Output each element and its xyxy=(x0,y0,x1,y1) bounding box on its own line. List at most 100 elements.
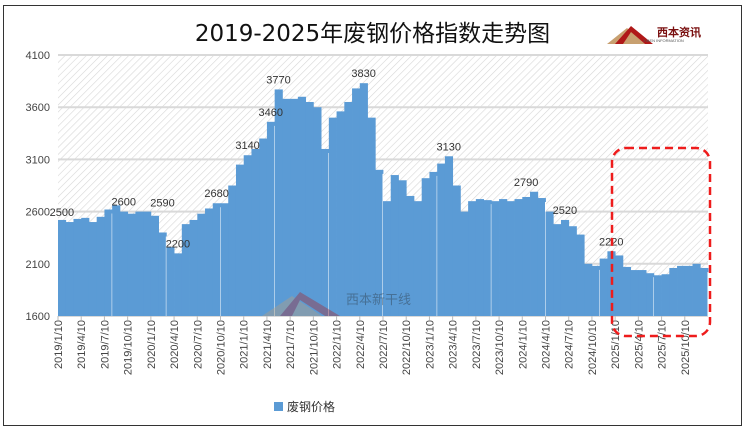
watermark: 西本新干线 xyxy=(262,292,411,316)
x-tick-label: 2024/7/10 xyxy=(564,320,576,369)
bar xyxy=(530,191,539,316)
bar xyxy=(228,185,237,316)
bar xyxy=(491,201,500,316)
bar xyxy=(274,89,283,317)
bar xyxy=(452,185,461,316)
data-label: 3130 xyxy=(437,141,461,153)
bar xyxy=(692,263,701,316)
x-tick-label: 2025/10/10 xyxy=(680,320,692,375)
bar xyxy=(499,199,508,316)
data-label: 2600 xyxy=(112,197,136,209)
x-tick-label: 2022/4/10 xyxy=(355,320,367,369)
bar xyxy=(321,148,330,316)
bar xyxy=(638,270,647,316)
bar xyxy=(220,203,229,316)
y-tick-label: 3100 xyxy=(26,154,50,166)
xiben-logo: 西本资讯 XIBEN INFORMATION xyxy=(605,22,715,46)
bar xyxy=(251,148,260,316)
highlight-box xyxy=(610,146,712,338)
bar xyxy=(359,83,368,316)
data-label: 3140 xyxy=(235,140,259,152)
x-tick-label: 2022/10/10 xyxy=(401,320,413,375)
bar xyxy=(437,163,446,316)
x-tick-label: 2023/4/10 xyxy=(448,320,460,369)
y-tick-label: 2100 xyxy=(26,259,50,271)
logo-text: 西本资讯 xyxy=(657,26,701,39)
bar xyxy=(684,265,693,316)
x-tick-label: 2019/1/10 xyxy=(53,320,65,369)
bar xyxy=(243,155,252,316)
bar xyxy=(700,267,709,316)
x-tick-label: 2024/4/10 xyxy=(541,320,553,369)
y-tick-label: 4100 xyxy=(26,50,50,62)
bar xyxy=(104,209,113,316)
bar xyxy=(406,195,415,316)
bar xyxy=(622,266,632,316)
bar xyxy=(630,270,639,316)
bar xyxy=(677,265,686,316)
x-tick-label: 2024/10/10 xyxy=(587,320,599,375)
bar xyxy=(297,96,307,316)
bar xyxy=(81,217,90,316)
legend-swatch xyxy=(274,402,283,411)
bar xyxy=(522,196,531,316)
bar xyxy=(553,224,562,316)
bar xyxy=(537,198,546,316)
bar xyxy=(584,263,593,316)
x-tick-label: 2019/7/10 xyxy=(99,320,111,369)
bar xyxy=(514,199,523,316)
data-label: 2790 xyxy=(514,177,538,189)
bar xyxy=(383,201,392,316)
bar xyxy=(88,222,98,316)
bar xyxy=(150,215,159,316)
x-tick-label: 2022/7/10 xyxy=(378,320,390,369)
y-tick-label: 2600 xyxy=(26,207,50,219)
x-tick-label: 2021/10/10 xyxy=(308,320,320,375)
bar xyxy=(166,247,175,316)
x-tick-label: 2021/1/10 xyxy=(239,320,251,369)
bar xyxy=(475,199,484,316)
x-tick-label: 2022/1/10 xyxy=(332,320,344,369)
bar xyxy=(390,175,399,316)
legend: 废钢价格 xyxy=(274,398,335,415)
bar xyxy=(189,219,198,316)
bar xyxy=(646,273,655,316)
legend-label: 废钢价格 xyxy=(287,400,336,414)
bar xyxy=(661,274,670,316)
bar xyxy=(599,258,608,316)
bar xyxy=(545,211,554,316)
bar xyxy=(367,117,376,316)
logo-mountain-icon xyxy=(607,26,653,44)
x-tick-label: 2025/7/10 xyxy=(657,320,669,369)
bar xyxy=(112,205,121,316)
x-tick-label: 2023/7/10 xyxy=(471,320,483,369)
x-tick-label: 2020/10/10 xyxy=(216,320,228,375)
bar xyxy=(235,164,245,316)
data-label: 2590 xyxy=(150,198,174,210)
bar xyxy=(398,180,407,316)
bar xyxy=(421,178,430,316)
bar xyxy=(135,211,144,316)
x-tick-label: 2023/10/10 xyxy=(494,320,506,375)
bar xyxy=(468,201,477,316)
bar xyxy=(429,171,438,316)
bar xyxy=(653,275,662,316)
bar xyxy=(568,226,577,316)
watermark-text: 西本新干线 xyxy=(346,292,411,307)
bar xyxy=(576,234,585,316)
data-label: 2500 xyxy=(50,207,74,219)
bar xyxy=(143,211,152,316)
bar xyxy=(212,203,221,316)
bar xyxy=(127,213,136,316)
x-tick-label: 2025/4/10 xyxy=(633,320,645,369)
bar xyxy=(65,222,74,316)
bar xyxy=(197,213,206,316)
bar xyxy=(58,219,67,316)
bar xyxy=(96,216,105,316)
bar xyxy=(266,121,276,316)
bar xyxy=(290,98,299,317)
bar xyxy=(205,208,214,316)
x-tick-label: 2020/1/10 xyxy=(146,320,158,369)
bar xyxy=(375,169,384,316)
